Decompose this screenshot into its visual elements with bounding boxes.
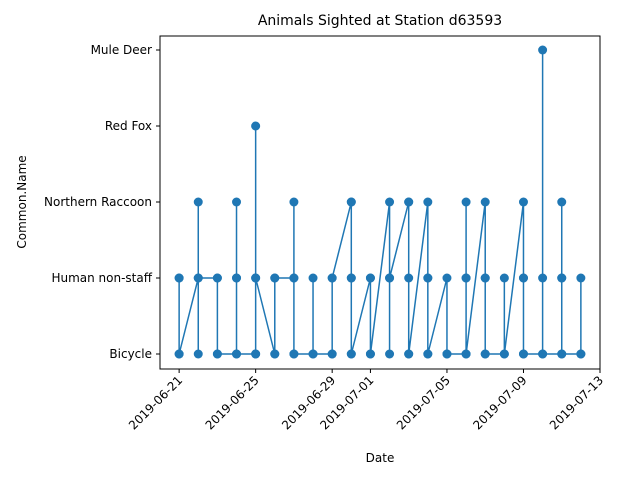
data-point (346, 273, 356, 283)
data-point (557, 349, 567, 359)
y-axis: Bicycle Human non-staff Northern Raccoon Re… (44, 43, 160, 361)
y-tick-label: Northern Raccoon (44, 195, 152, 209)
x-tick-label: 2019-07-09 (470, 373, 529, 432)
data-point (518, 197, 528, 207)
data-point (442, 273, 452, 283)
data-point (557, 197, 567, 207)
x-axis-label: Date (366, 451, 395, 465)
data-point (365, 273, 375, 283)
data-point (232, 349, 242, 359)
data-point (193, 273, 203, 283)
data-point (193, 197, 203, 207)
data-point (538, 45, 548, 55)
data-point (480, 273, 490, 283)
data-point (193, 349, 203, 359)
data-point (423, 197, 433, 207)
y-axis-label: Common.Name (15, 155, 29, 248)
data-point (212, 273, 222, 283)
plot-frame (159, 35, 601, 370)
data-point (385, 197, 395, 207)
data-point (289, 197, 299, 207)
chart-marks (174, 45, 586, 359)
chart-title: Animals Sighted at Station d63593 (258, 13, 502, 29)
y-tick-label: Red Fox (105, 119, 152, 133)
data-point (289, 349, 299, 359)
data-point (346, 197, 356, 207)
data-point (251, 121, 261, 131)
data-point (480, 197, 490, 207)
data-point (365, 349, 375, 359)
data-point (251, 273, 261, 283)
x-tick-label: 2019-06-21 (126, 373, 185, 432)
data-point (518, 349, 528, 359)
data-point (212, 349, 222, 359)
data-point (480, 349, 490, 359)
data-point (346, 349, 356, 359)
data-point (518, 273, 528, 283)
data-point (423, 349, 433, 359)
y-tick-label: Human non-staff (51, 271, 152, 285)
series-line (178, 50, 582, 355)
data-point (270, 349, 280, 359)
data-point (232, 273, 242, 283)
data-point (442, 349, 452, 359)
data-point (557, 273, 567, 283)
data-point (174, 349, 184, 359)
data-point (308, 349, 318, 359)
data-point (385, 273, 395, 283)
data-point (576, 273, 586, 283)
x-tick-label: 2019-07-05 (394, 373, 453, 432)
data-point (404, 273, 414, 283)
y-tick-label: Bicycle (109, 347, 152, 361)
data-point (327, 273, 337, 283)
data-point (404, 349, 414, 359)
y-tick-label: Mule Deer (91, 43, 152, 57)
data-point (251, 349, 261, 359)
x-axis: 2019-06-21 2019-06-25 2019-06-292019-07-01… (126, 369, 606, 432)
data-point (232, 197, 242, 207)
data-point (461, 349, 471, 359)
data-point (308, 273, 318, 283)
x-tick-label: 2019-06-25 (203, 373, 262, 432)
data-point (385, 349, 395, 359)
data-point (538, 273, 548, 283)
data-point (327, 349, 337, 359)
data-point (404, 197, 414, 207)
data-point (499, 273, 509, 283)
data-point (461, 273, 471, 283)
data-point (461, 197, 471, 207)
data-point (423, 273, 433, 283)
data-point (270, 273, 280, 283)
data-point (289, 273, 299, 283)
data-point (538, 349, 548, 359)
data-point (174, 273, 184, 283)
x-tick-label: 2019-07-13 (547, 373, 606, 432)
data-point (499, 349, 509, 359)
data-point (576, 349, 586, 359)
